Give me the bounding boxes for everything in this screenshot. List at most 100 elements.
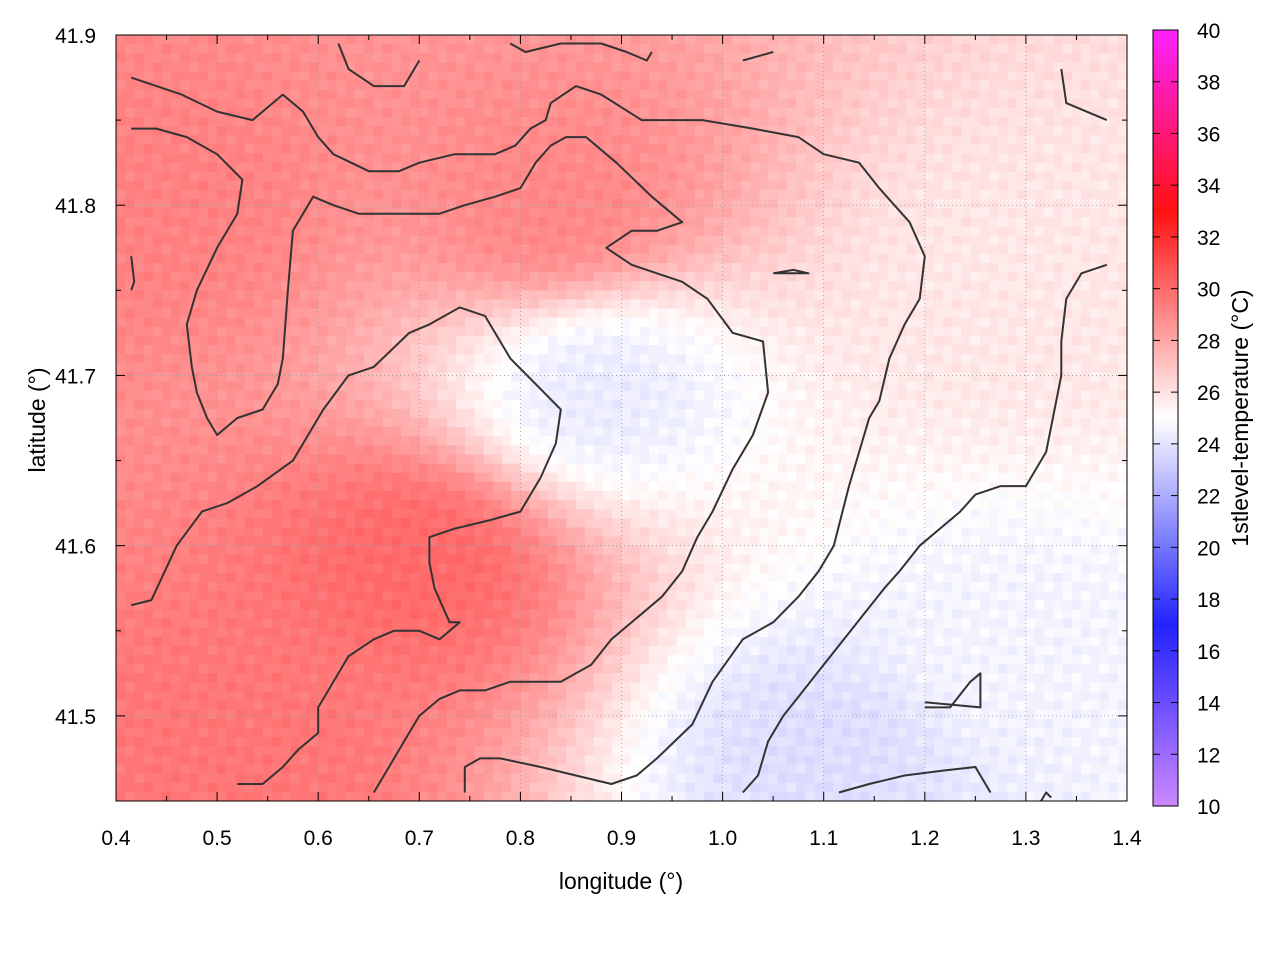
- field-cell: [235, 244, 246, 255]
- field-cell: [1035, 80, 1045, 91]
- field-cell: [1071, 190, 1082, 200]
- field-cell: [704, 354, 715, 364]
- field-cell: [318, 117, 328, 127]
- field-cell: [933, 107, 944, 118]
- field-cell: [979, 381, 990, 392]
- field-cell: [713, 326, 724, 337]
- field-cell: [575, 354, 586, 364]
- field-cell: [428, 326, 439, 337]
- field-cell: [373, 144, 384, 155]
- field-cell: [171, 326, 181, 337]
- field-cell: [750, 427, 760, 437]
- field-cell: [171, 226, 181, 237]
- field-cell: [226, 272, 237, 282]
- field-cell: [943, 89, 953, 100]
- field-cell: [584, 290, 595, 301]
- field-cell: [814, 180, 825, 191]
- field-cell: [851, 436, 862, 446]
- field-cell: [897, 153, 908, 164]
- field-cell: [1117, 326, 1127, 337]
- field-cell: [786, 427, 797, 437]
- field-cell: [161, 308, 172, 319]
- field-cell: [832, 253, 843, 264]
- field-cell: [364, 107, 374, 118]
- field-cell: [1007, 162, 1018, 173]
- field-cell: [419, 436, 430, 446]
- field-cell: [345, 199, 356, 209]
- field-cell: [924, 80, 935, 91]
- field-cell: [116, 381, 126, 392]
- field-cell: [400, 281, 411, 291]
- field-cell: [832, 144, 843, 155]
- field-cell: [327, 98, 338, 109]
- field-cell: [1025, 44, 1036, 54]
- field-cell: [465, 253, 476, 264]
- field-cell: [345, 153, 356, 164]
- field-cell: [125, 418, 135, 428]
- field-cell: [1108, 71, 1119, 82]
- field-cell: [952, 326, 963, 337]
- field-cell: [125, 199, 135, 209]
- field-cell: [364, 381, 374, 392]
- field-cell: [1062, 80, 1073, 91]
- field-cell: [970, 226, 981, 237]
- field-cell: [502, 281, 512, 291]
- field-cell: [483, 418, 494, 428]
- field-cell: [483, 162, 494, 173]
- field-cell: [373, 290, 384, 301]
- field-cell: [125, 53, 135, 63]
- field-cell: [713, 80, 724, 91]
- field-cell: [152, 117, 163, 127]
- field-cell: [125, 363, 135, 374]
- field-cell: [906, 399, 917, 410]
- field-cell: [1062, 62, 1073, 73]
- field-cell: [639, 418, 650, 428]
- field-cell: [410, 390, 420, 401]
- field-cell: [924, 299, 935, 310]
- field-cell: [704, 235, 715, 246]
- field-cell: [180, 381, 191, 392]
- field-cell: [906, 180, 917, 191]
- field-cell: [943, 162, 953, 173]
- field-cell: [989, 208, 999, 218]
- field-cell: [217, 408, 227, 419]
- field-cell: [235, 98, 246, 109]
- field-cell: [639, 262, 650, 273]
- field-cell: [750, 399, 760, 410]
- field-cell: [217, 208, 227, 218]
- field-cell: [281, 180, 292, 191]
- field-cell: [860, 171, 871, 182]
- field-cell: [649, 107, 659, 118]
- field-cell: [713, 272, 724, 282]
- field-cell: [566, 171, 577, 182]
- field-cell: [621, 418, 632, 428]
- field-cell: [759, 408, 770, 419]
- field-cell: [759, 381, 770, 392]
- field-cell: [299, 144, 310, 155]
- field-cell: [869, 235, 880, 246]
- field-cell: [860, 98, 871, 109]
- field-cell: [704, 372, 715, 383]
- field-cell: [759, 71, 770, 82]
- field-cell: [796, 71, 806, 82]
- field-cell: [685, 381, 696, 392]
- field-cell: [373, 244, 384, 255]
- field-cell: [566, 217, 577, 228]
- field-cell: [327, 335, 338, 346]
- field-cell: [639, 235, 650, 246]
- field-cell: [456, 290, 466, 301]
- field-cell: [207, 436, 218, 446]
- field-cell: [253, 326, 264, 337]
- field-cell: [529, 235, 540, 246]
- field-cell: [391, 199, 402, 209]
- field-cell: [502, 80, 512, 91]
- field-cell: [419, 308, 430, 319]
- field-cell: [713, 418, 724, 428]
- field-cell: [768, 53, 779, 63]
- field-cell: [1044, 62, 1055, 73]
- field-cell: [658, 354, 669, 364]
- field-cell: [180, 326, 191, 337]
- field-cell: [235, 53, 246, 63]
- field-cell: [419, 35, 430, 45]
- field-cell: [134, 135, 145, 146]
